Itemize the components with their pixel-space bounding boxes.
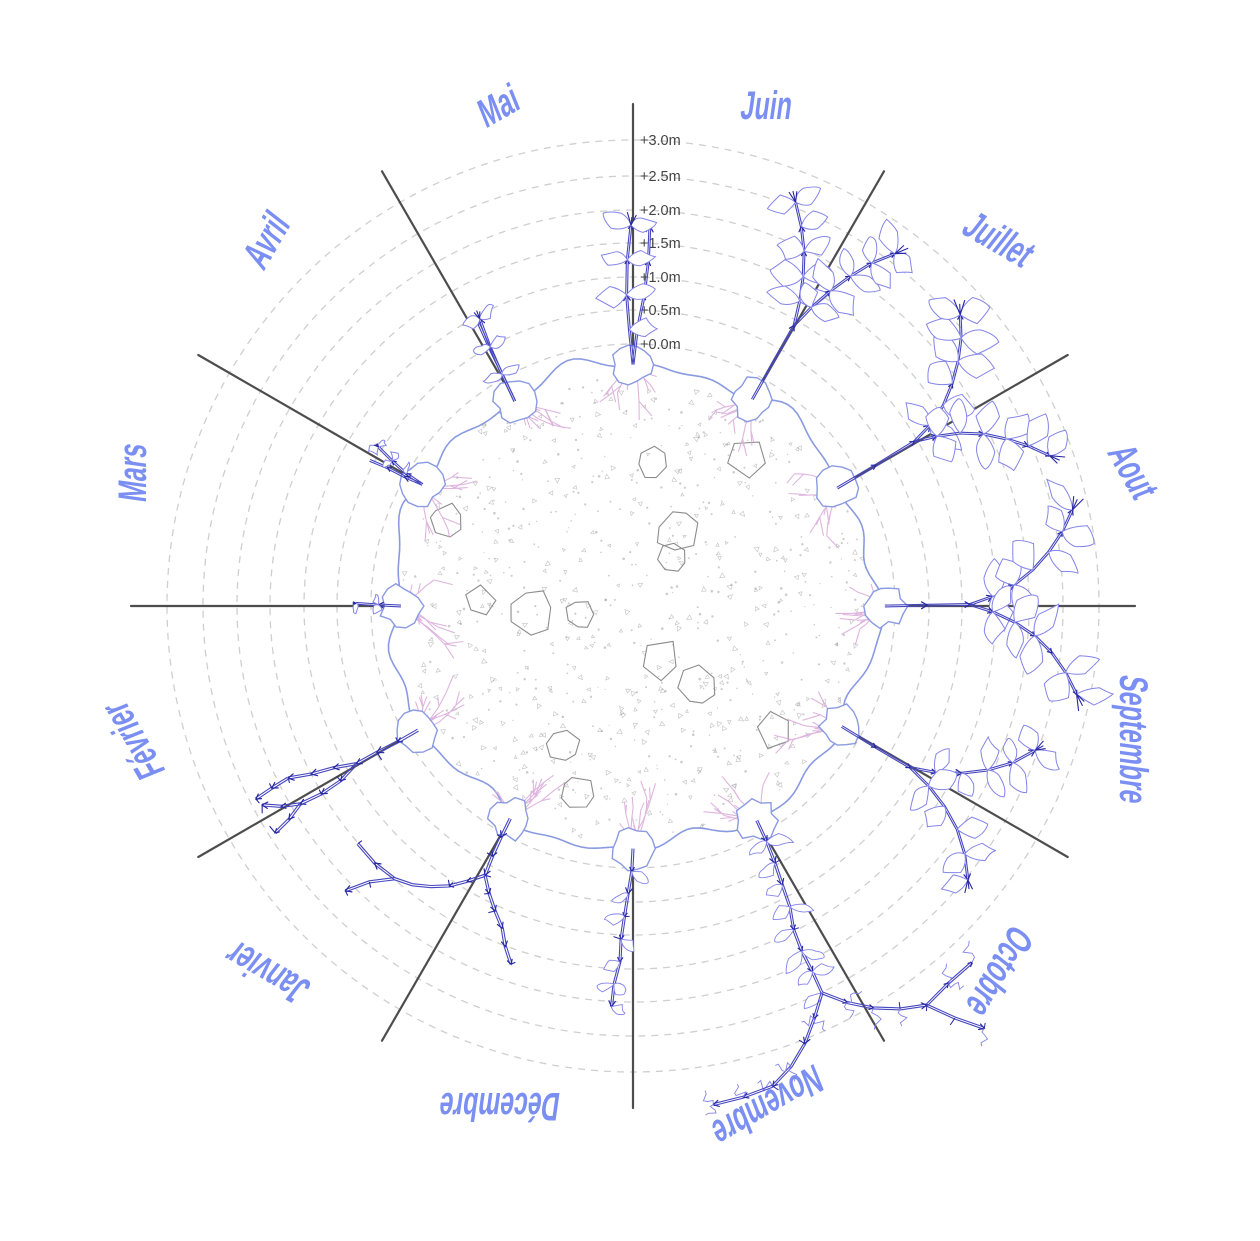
svg-text:+2.5m: +2.5m (640, 169, 681, 185)
svg-text:+2.0m: +2.0m (640, 203, 681, 219)
svg-text:Décembre: Décembre (436, 1083, 562, 1127)
svg-text:Juin: Juin (738, 84, 795, 128)
svg-text:Septembre: Septembre (1110, 672, 1154, 806)
svg-text:Mars: Mars (111, 440, 155, 504)
svg-text:+0.5m: +0.5m (640, 303, 681, 319)
svg-text:+1.5m: +1.5m (640, 236, 681, 252)
svg-text:+3.0m: +3.0m (640, 133, 681, 149)
svg-text:+0.0m: +0.0m (640, 337, 681, 353)
